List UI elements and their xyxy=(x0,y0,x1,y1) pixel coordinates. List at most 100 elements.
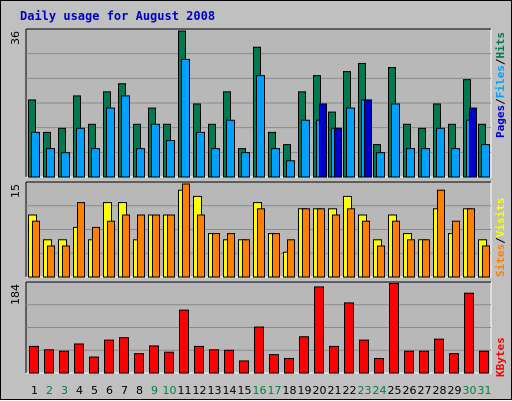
kbytes-bar-day-13 xyxy=(209,349,219,374)
visits-sites-y-max-label: 15 xyxy=(9,184,22,198)
day-label-3: 3 xyxy=(61,384,68,397)
sites-bar-day-3 xyxy=(62,245,70,278)
day-label-18: 18 xyxy=(283,384,297,397)
files-bar-day-18 xyxy=(286,160,295,178)
day-label-9: 9 xyxy=(151,384,158,397)
kbytes-bar-day-29 xyxy=(449,353,459,374)
sites-bar-day-13 xyxy=(212,233,220,278)
kbytes-bar-day-2 xyxy=(44,349,54,374)
kbytes-bar-day-15 xyxy=(239,360,249,374)
chart-title: Daily usage for August 2008 xyxy=(20,9,215,23)
kbytes-bar-day-30 xyxy=(464,292,474,374)
files-bar-day-22 xyxy=(346,107,355,178)
day-label-8: 8 xyxy=(136,384,143,397)
files-bar-day-9 xyxy=(151,123,160,178)
files-bar-day-4 xyxy=(76,127,85,178)
kbytes-bar-day-24 xyxy=(374,357,384,374)
day-label-16: 16 xyxy=(253,384,267,397)
files-bar-day-1 xyxy=(31,131,40,178)
legend-hits: Hits xyxy=(494,32,507,59)
kbytes-bar-day-10 xyxy=(164,351,174,374)
kbytes-bar-day-17 xyxy=(269,354,279,374)
kbytes-bar-day-5 xyxy=(89,356,99,374)
files-bar-day-11 xyxy=(181,58,190,178)
sites-bar-day-21 xyxy=(332,214,340,278)
sites-bar-day-25 xyxy=(392,220,400,278)
sites-bar-day-24 xyxy=(377,245,385,278)
kbytes-bar-day-26 xyxy=(404,350,414,374)
sites-bar-day-11 xyxy=(182,183,190,278)
files-bar-day-19 xyxy=(301,119,310,178)
files-bar-day-8 xyxy=(136,148,145,178)
day-label-1: 1 xyxy=(31,384,38,397)
pages-bar-day-23 xyxy=(364,99,372,178)
visits-sites-panel: 15 Sites/Visits xyxy=(9,181,507,278)
files-bar-day-7 xyxy=(121,95,130,178)
sites-bar-day-4 xyxy=(77,202,85,278)
legend-kbytes: KBytes xyxy=(494,337,507,377)
visits-sites-side-legend: Sites/Visits xyxy=(494,198,507,278)
legend-files: Files xyxy=(494,65,507,98)
sites-bar-day-15 xyxy=(242,239,250,278)
sites-bar-day-20 xyxy=(317,208,325,278)
legend-visits: Visits xyxy=(494,198,507,238)
day-label-14: 14 xyxy=(223,384,237,397)
hits-files-pages-panel: 36 Pages/Files/Hits xyxy=(9,28,507,178)
kbytes-bar-day-22 xyxy=(344,302,354,374)
kbytes-bar-day-23 xyxy=(359,339,369,374)
sites-bar-day-31 xyxy=(482,245,490,278)
files-bar-day-13 xyxy=(211,148,220,178)
sites-bar-day-2 xyxy=(47,245,55,278)
hits-files-pages-side-legend: Pages/Files/Hits xyxy=(494,32,507,138)
sites-bar-day-17 xyxy=(272,233,280,278)
files-bar-day-14 xyxy=(226,119,235,178)
legend-pages: Pages xyxy=(494,105,507,138)
kbytes-bar-day-6 xyxy=(104,339,114,374)
kbytes-bar-day-12 xyxy=(194,345,204,374)
kbytes-bar-day-16 xyxy=(254,326,264,374)
sites-bar-day-29 xyxy=(452,220,460,278)
files-bar-day-26 xyxy=(406,148,415,178)
day-label-7: 7 xyxy=(121,384,128,397)
files-bar-day-12 xyxy=(196,131,205,178)
files-bar-day-2 xyxy=(46,148,55,178)
files-bar-day-10 xyxy=(166,140,175,178)
sites-bar-day-8 xyxy=(137,214,145,278)
sites-bar-day-28 xyxy=(437,189,445,278)
day-label-24: 24 xyxy=(373,384,387,397)
kbytes-bar-day-25 xyxy=(389,283,399,374)
day-label-17: 17 xyxy=(268,384,282,397)
sites-bar-day-1 xyxy=(32,220,40,278)
kbytes-bar-day-19 xyxy=(299,336,309,374)
kbytes-bar-day-27 xyxy=(419,350,429,374)
day-label-28: 28 xyxy=(433,384,447,397)
files-bar-day-15 xyxy=(241,152,250,178)
pages-bar-day-30 xyxy=(469,107,477,178)
kbytes-bar-day-1 xyxy=(29,345,39,374)
day-label-15: 15 xyxy=(238,384,252,397)
kbytes-bar-day-4 xyxy=(74,343,84,374)
day-label-4: 4 xyxy=(76,384,83,397)
sites-bar-day-18 xyxy=(287,239,295,278)
kbytes-bar-day-18 xyxy=(284,357,294,374)
kbytes-bar-day-8 xyxy=(134,353,144,374)
kbytes-bar-day-28 xyxy=(434,338,444,374)
sites-bar-day-26 xyxy=(407,239,415,278)
sites-bar-day-12 xyxy=(197,214,205,278)
kbytes-side-legend: KBytes xyxy=(494,337,507,377)
day-label-6: 6 xyxy=(106,384,113,397)
files-bar-day-5 xyxy=(91,148,100,178)
day-label-10: 10 xyxy=(163,384,177,397)
day-label-11: 11 xyxy=(178,384,192,397)
day-label-31: 31 xyxy=(478,384,492,397)
sites-bar-day-27 xyxy=(422,239,430,278)
day-label-30: 30 xyxy=(463,384,477,397)
day-label-12: 12 xyxy=(193,384,207,397)
files-bar-day-17 xyxy=(271,148,280,178)
day-label-13: 13 xyxy=(208,384,222,397)
sites-bar-day-6 xyxy=(107,220,115,278)
sites-bar-day-9 xyxy=(152,214,160,278)
legend-sites: Sites xyxy=(494,244,507,277)
